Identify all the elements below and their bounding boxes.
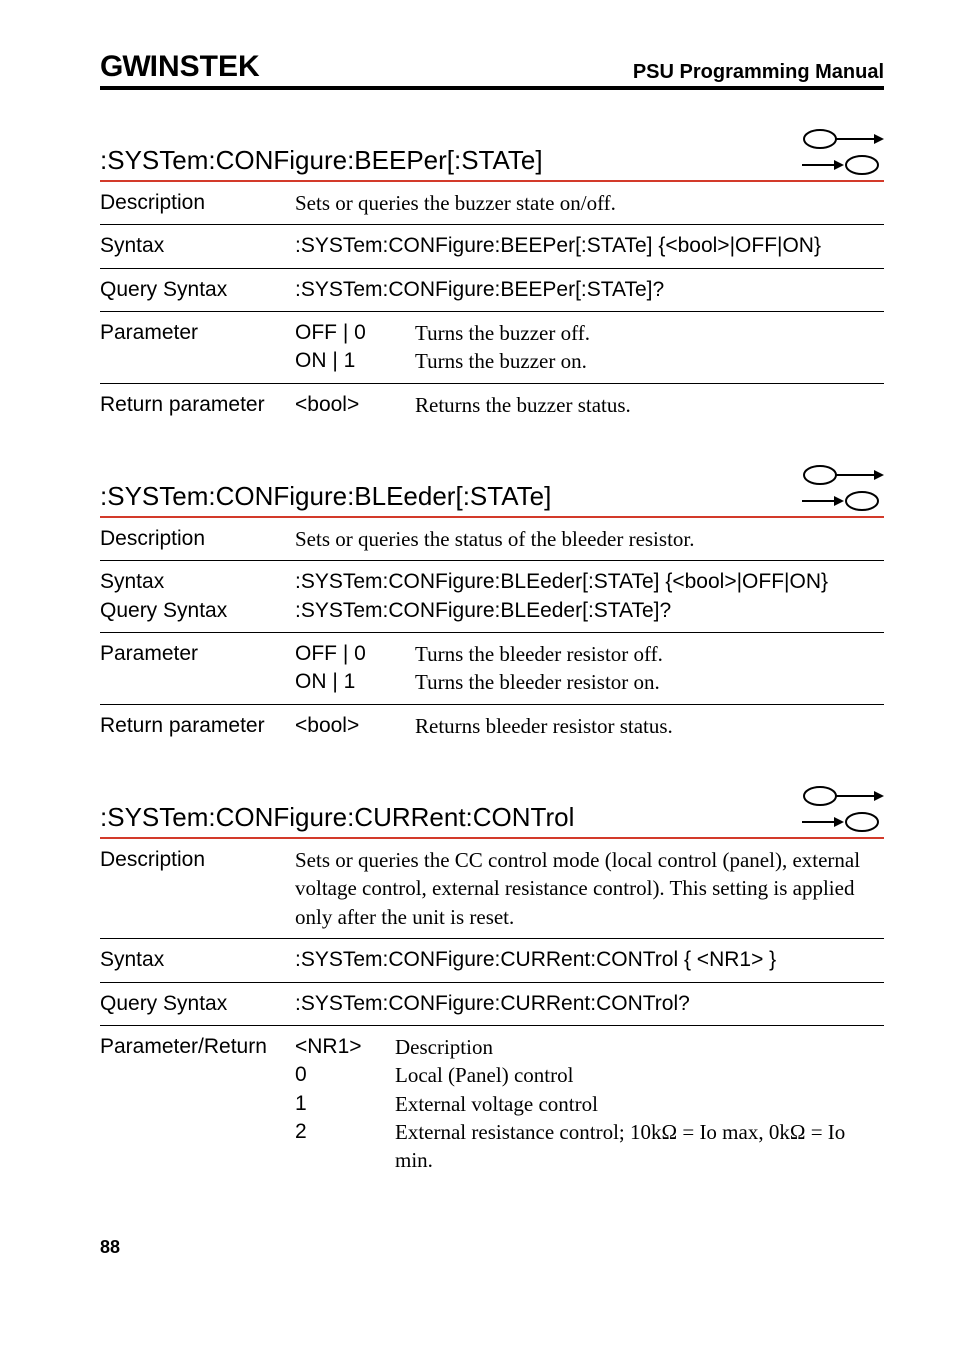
query-icon — [802, 490, 884, 512]
info-row: Syntax:SYSTem:CONFigure:CURRent:CONTrol … — [100, 939, 884, 982]
row-label: Syntax — [100, 232, 295, 260]
row-label: Description — [100, 525, 295, 553]
query-icon — [802, 154, 884, 176]
row-content: :SYSTem:CONFigure:CURRent:CONTrol? — [295, 990, 884, 1018]
command-block: :SYSTem:CONFigure:BEEPer[:STATe] Descript… — [100, 128, 884, 426]
param-code: <bool> — [295, 391, 415, 419]
row-content: :SYSTem:CONFigure:BLEeder[:STATe] {<bool… — [295, 568, 884, 596]
param-code: 0 — [295, 1061, 395, 1089]
param-code: <bool> — [295, 712, 415, 740]
page-header: GW INSTEK PSU Programming Manual — [100, 50, 884, 90]
command-icons — [802, 128, 884, 176]
set-icon — [802, 128, 884, 150]
info-row: DescriptionSets or queries the CC contro… — [100, 839, 884, 939]
param-desc: Local (Panel) control — [395, 1061, 884, 1089]
param-desc: Returns the buzzer status. — [415, 391, 884, 419]
row-content: Sets or queries the buzzer state on/off. — [295, 189, 884, 217]
row-label: Syntax — [100, 946, 295, 974]
command-icons — [802, 464, 884, 512]
info-row: DescriptionSets or queries the status of… — [100, 518, 884, 561]
row-label: Description — [100, 189, 295, 217]
param-desc: Turns the bleeder resistor off.Turns the… — [415, 640, 884, 697]
logo: GW INSTEK — [100, 50, 260, 84]
row-label: Parameter — [100, 319, 295, 376]
row-label: Return parameter — [100, 712, 295, 740]
param-desc: External resistance control; 10kΩ = Io m… — [395, 1118, 884, 1175]
row-label: Return parameter — [100, 391, 295, 419]
command-header: :SYSTem:CONFigure:CURRent:CONTrol — [100, 785, 884, 839]
logo-part1: GW — [100, 50, 150, 84]
param-code: <NR1> — [295, 1033, 395, 1061]
row-content: :SYSTem:CONFigure:CURRent:CONTrol { <NR1… — [295, 946, 884, 974]
row-content: Sets or queries the CC control mode (loc… — [295, 846, 884, 931]
param-code: 2 — [295, 1118, 395, 1146]
info-row: Query Syntax:SYSTem:CONFigure:BEEPer[:ST… — [100, 269, 884, 312]
command-name: :SYSTem:CONFigure:BEEPer[:STATe] — [100, 145, 543, 176]
param-desc: Description — [395, 1033, 884, 1061]
query-icon — [802, 811, 884, 833]
info-row: DescriptionSets or queries the buzzer st… — [100, 182, 884, 225]
set-icon — [802, 464, 884, 486]
param-desc: Returns bleeder resistor status. — [415, 712, 884, 740]
stacked-row: Syntax:SYSTem:CONFigure:BLEeder[:STATe] … — [100, 561, 884, 633]
command-header: :SYSTem:CONFigure:BEEPer[:STATe] — [100, 128, 884, 182]
row-label: Syntax — [100, 568, 295, 596]
row-label: Description — [100, 846, 295, 931]
param-code: OFF | 0ON | 1 — [295, 640, 415, 697]
param-desc: Turns the buzzer off.Turns the buzzer on… — [415, 319, 884, 376]
param-code: OFF | 0ON | 1 — [295, 319, 415, 376]
command-header: :SYSTem:CONFigure:BLEeder[:STATe] — [100, 464, 884, 518]
row-label: Parameter/Return — [100, 1033, 295, 1175]
command-name: :SYSTem:CONFigure:BLEeder[:STATe] — [100, 481, 551, 512]
command-block: :SYSTem:CONFigure:CURRent:CONTrol Descrip… — [100, 785, 884, 1181]
logo-part2: INSTEK — [150, 50, 260, 84]
info-row: Syntax:SYSTem:CONFigure:BEEPer[:STATe] {… — [100, 225, 884, 268]
param-desc: External voltage control — [395, 1090, 884, 1118]
command-icons — [802, 785, 884, 833]
row-label: Query Syntax — [100, 990, 295, 1018]
manual-title: PSU Programming Manual — [633, 61, 884, 84]
row-label: Parameter — [100, 640, 295, 697]
row-content: :SYSTem:CONFigure:BLEeder[:STATe]? — [295, 597, 884, 625]
info-row: Query Syntax:SYSTem:CONFigure:CURRent:CO… — [100, 983, 884, 1026]
param-row: ParameterOFF | 0ON | 1Turns the buzzer o… — [100, 312, 884, 384]
param-row: ParameterOFF | 0ON | 1Turns the bleeder … — [100, 633, 884, 705]
param-code: 1 — [295, 1090, 395, 1118]
command-block: :SYSTem:CONFigure:BLEeder[:STATe] Descrip… — [100, 464, 884, 747]
param-list-row: Parameter/Return<NR1>012 DescriptionLocal… — [100, 1026, 884, 1182]
row-label: Query Syntax — [100, 276, 295, 304]
row-content: :SYSTem:CONFigure:BEEPer[:STATe]? — [295, 276, 884, 304]
param-row: Return parameter<bool>Returns the buzzer… — [100, 384, 884, 426]
row-label: Query Syntax — [100, 597, 295, 625]
page-number: 88 — [100, 1237, 884, 1258]
row-content: :SYSTem:CONFigure:BEEPer[:STATe] {<bool>… — [295, 232, 884, 260]
param-row: Return parameter<bool>Returns bleeder re… — [100, 705, 884, 747]
set-icon — [802, 785, 884, 807]
row-content: Sets or queries the status of the bleede… — [295, 525, 884, 553]
command-name: :SYSTem:CONFigure:CURRent:CONTrol — [100, 802, 574, 833]
